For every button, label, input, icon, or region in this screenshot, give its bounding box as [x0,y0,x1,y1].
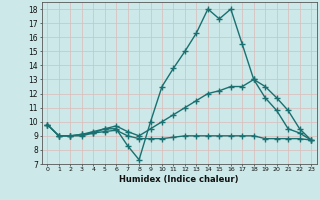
X-axis label: Humidex (Indice chaleur): Humidex (Indice chaleur) [119,175,239,184]
